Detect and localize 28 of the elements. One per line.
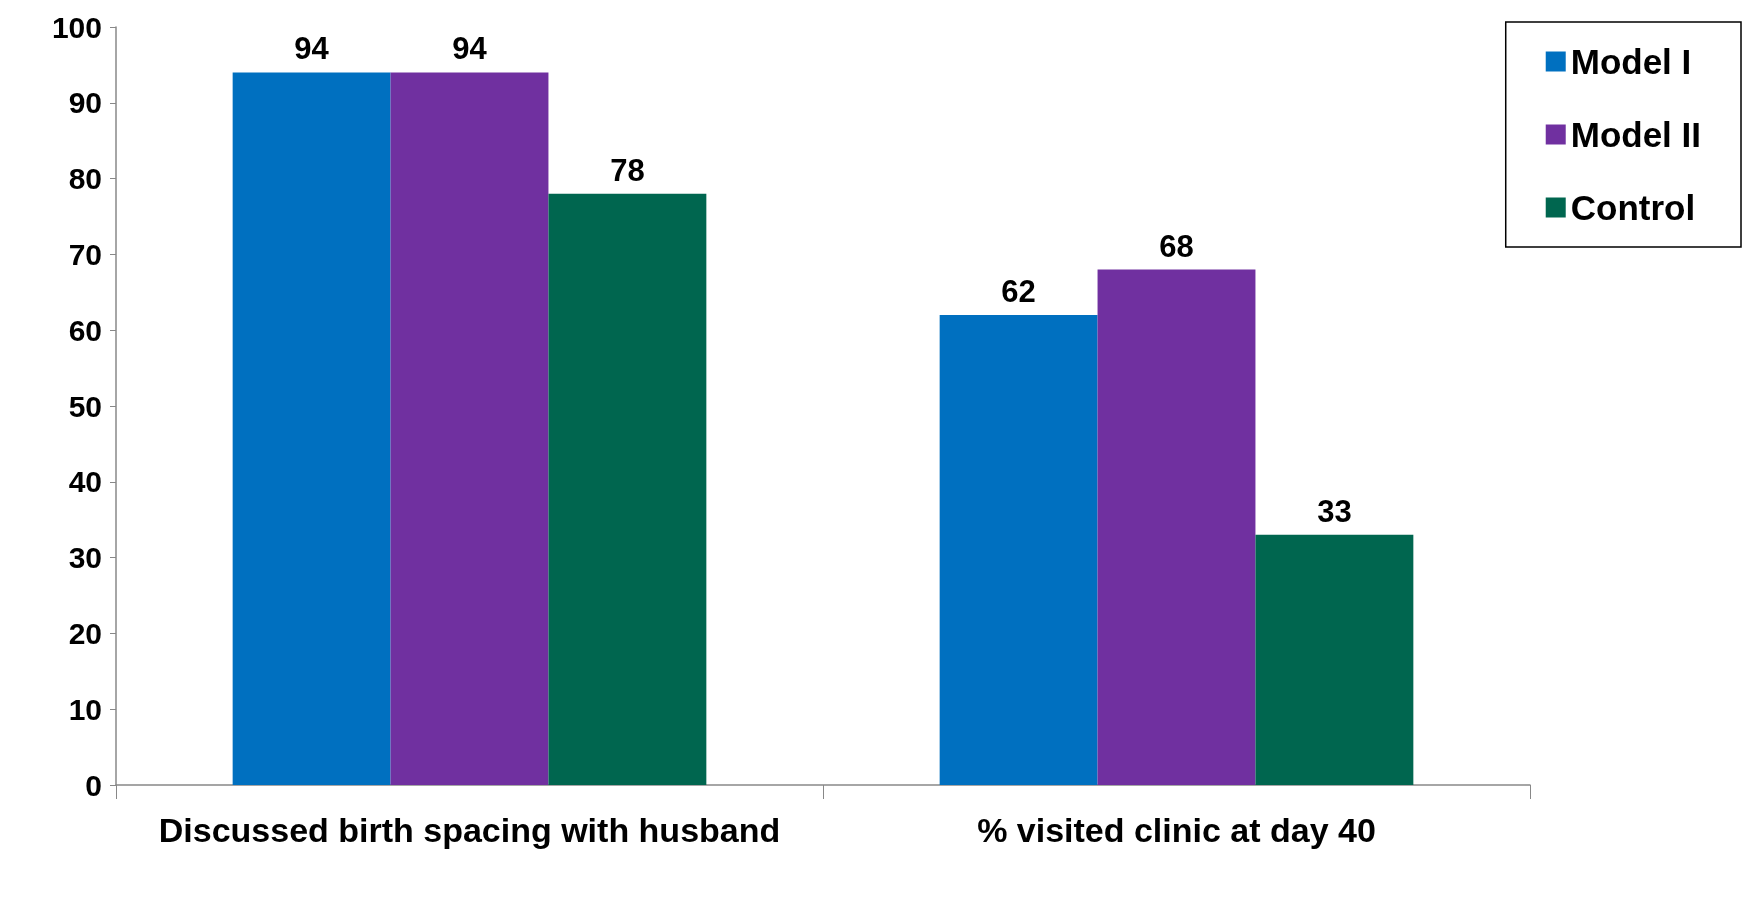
- x-tick-label: % visited clinic at day 40: [977, 811, 1376, 849]
- data-label: 94: [452, 31, 488, 67]
- y-tick-label: 40: [68, 465, 102, 499]
- y-tick-label: 0: [85, 768, 102, 802]
- bar: [390, 72, 549, 785]
- x-tick-label: Discussed birth spacing with husband: [158, 811, 781, 849]
- legend-label: Control: [1570, 188, 1696, 227]
- y-tick-label: 50: [68, 389, 102, 423]
- data-label: 68: [1159, 228, 1194, 264]
- y-tick-label: 80: [68, 162, 102, 196]
- y-tick-label: 10: [68, 692, 102, 726]
- y-tick-label: 20: [68, 616, 102, 650]
- y-tick-label: 70: [68, 237, 102, 271]
- y-tick-label: 30: [68, 541, 102, 575]
- bar: [1255, 534, 1414, 785]
- y-tick-label: 100: [51, 10, 102, 44]
- data-label: 62: [1001, 274, 1036, 310]
- bar: [548, 193, 707, 785]
- legend-label: Model II: [1570, 115, 1702, 154]
- bar: [939, 315, 1098, 785]
- legend-label: Model I: [1570, 42, 1692, 81]
- y-tick-label: 60: [68, 313, 102, 347]
- bar: [1097, 269, 1256, 785]
- data-label: 78: [610, 152, 645, 188]
- data-label: 33: [1317, 493, 1352, 529]
- bar: [232, 72, 391, 785]
- data-label: 94: [294, 31, 330, 67]
- y-tick-label: 90: [68, 86, 102, 120]
